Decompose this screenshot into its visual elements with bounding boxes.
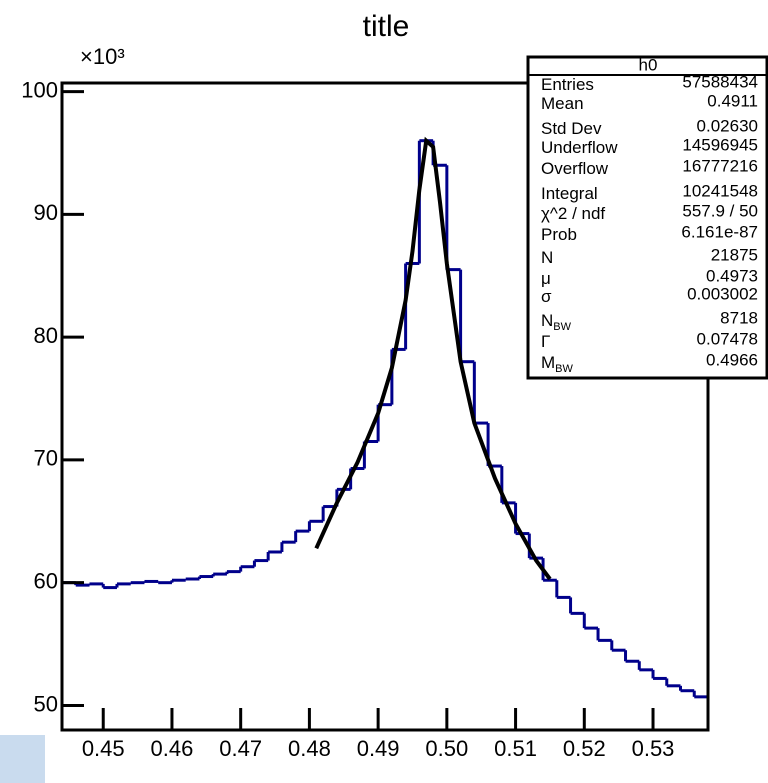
corner-widget bbox=[0, 735, 45, 783]
stats-value: 0.02630 bbox=[697, 116, 758, 135]
stats-value: 57588434 bbox=[682, 72, 758, 91]
x-tick-label: 0.45 bbox=[82, 736, 125, 761]
stats-value: 14596945 bbox=[682, 135, 758, 154]
x-tick-label: 0.50 bbox=[425, 736, 468, 761]
stats-label: Std Dev bbox=[541, 119, 602, 138]
stats-label-sub: BW bbox=[555, 363, 573, 375]
stats-label-text: Prob bbox=[541, 225, 577, 244]
stats-label: Integral bbox=[541, 184, 598, 203]
stats-value: 0.4973 bbox=[706, 266, 758, 285]
stats-label: μ bbox=[541, 269, 551, 288]
y-tick-label: 90 bbox=[34, 200, 58, 225]
stats-label-text: Mean bbox=[541, 94, 584, 113]
stats-label: Underflow bbox=[541, 138, 618, 157]
stats-label-text: Integral bbox=[541, 184, 598, 203]
stats-label-text: M bbox=[541, 353, 555, 372]
stats-value: 8718 bbox=[720, 308, 758, 327]
stats-box bbox=[526, 55, 768, 380]
x-tick-label: 0.52 bbox=[563, 736, 606, 761]
stats-label-text: σ bbox=[541, 287, 552, 306]
stats-label-text: Γ bbox=[541, 332, 550, 351]
stats-value: 0.07478 bbox=[697, 329, 758, 348]
stats-value: 21875 bbox=[711, 245, 758, 264]
stats-label: σ bbox=[541, 287, 552, 306]
stats-name: h0 bbox=[639, 55, 658, 74]
x-tick-label: 0.47 bbox=[219, 736, 262, 761]
stats-label: Prob bbox=[541, 225, 577, 244]
stats-label-text: Underflow bbox=[541, 138, 618, 157]
x-tick-label: 0.48 bbox=[288, 736, 331, 761]
stats-value: 10241548 bbox=[682, 181, 758, 200]
fit-curve bbox=[314, 136, 552, 581]
x-tick-label: 0.51 bbox=[494, 736, 537, 761]
x-tick-label: 0.53 bbox=[632, 736, 675, 761]
stats-label-text: μ bbox=[541, 269, 551, 288]
stats-label: NBW bbox=[541, 311, 572, 332]
chart-title: title bbox=[363, 10, 410, 43]
stats-label-text: Overflow bbox=[541, 159, 609, 178]
stats-value: 557.9 / 50 bbox=[682, 201, 758, 220]
x-tick-label: 0.49 bbox=[357, 736, 400, 761]
stats-label: Γ bbox=[541, 332, 550, 351]
y-tick-label: 60 bbox=[34, 568, 58, 593]
stats-label: MBW bbox=[541, 353, 574, 374]
stats-label-sub: BW bbox=[553, 321, 571, 333]
stats-label-text: Std Dev bbox=[541, 119, 602, 138]
stats-label-text: N bbox=[541, 248, 553, 267]
stats-value: 6.161e-87 bbox=[681, 222, 758, 241]
frame bbox=[60, 81, 710, 732]
stats-label: Entries bbox=[541, 75, 594, 94]
stats-label-text: Entries bbox=[541, 75, 594, 94]
stats-value: 16777216 bbox=[682, 156, 758, 175]
stats-value: 0.003002 bbox=[687, 284, 758, 303]
x-tick-label: 0.46 bbox=[151, 736, 194, 761]
stats-label-text: N bbox=[541, 311, 553, 330]
y-tick-label: 100 bbox=[21, 77, 58, 102]
stats-value: 0.4966 bbox=[706, 350, 758, 369]
y-tick-label: 50 bbox=[34, 691, 58, 716]
stats-label: Mean bbox=[541, 94, 584, 113]
y-tick-label: 80 bbox=[34, 323, 58, 348]
stats-label: χ^2 / ndf bbox=[541, 204, 605, 223]
stats-label-text: χ^2 / ndf bbox=[541, 204, 605, 223]
stats-value: 0.4911 bbox=[707, 91, 758, 110]
stats-label: Overflow bbox=[541, 159, 609, 178]
y-exponent: ×10³ bbox=[80, 44, 125, 69]
y-tick-label: 70 bbox=[34, 446, 58, 471]
stats-label: N bbox=[541, 248, 553, 267]
